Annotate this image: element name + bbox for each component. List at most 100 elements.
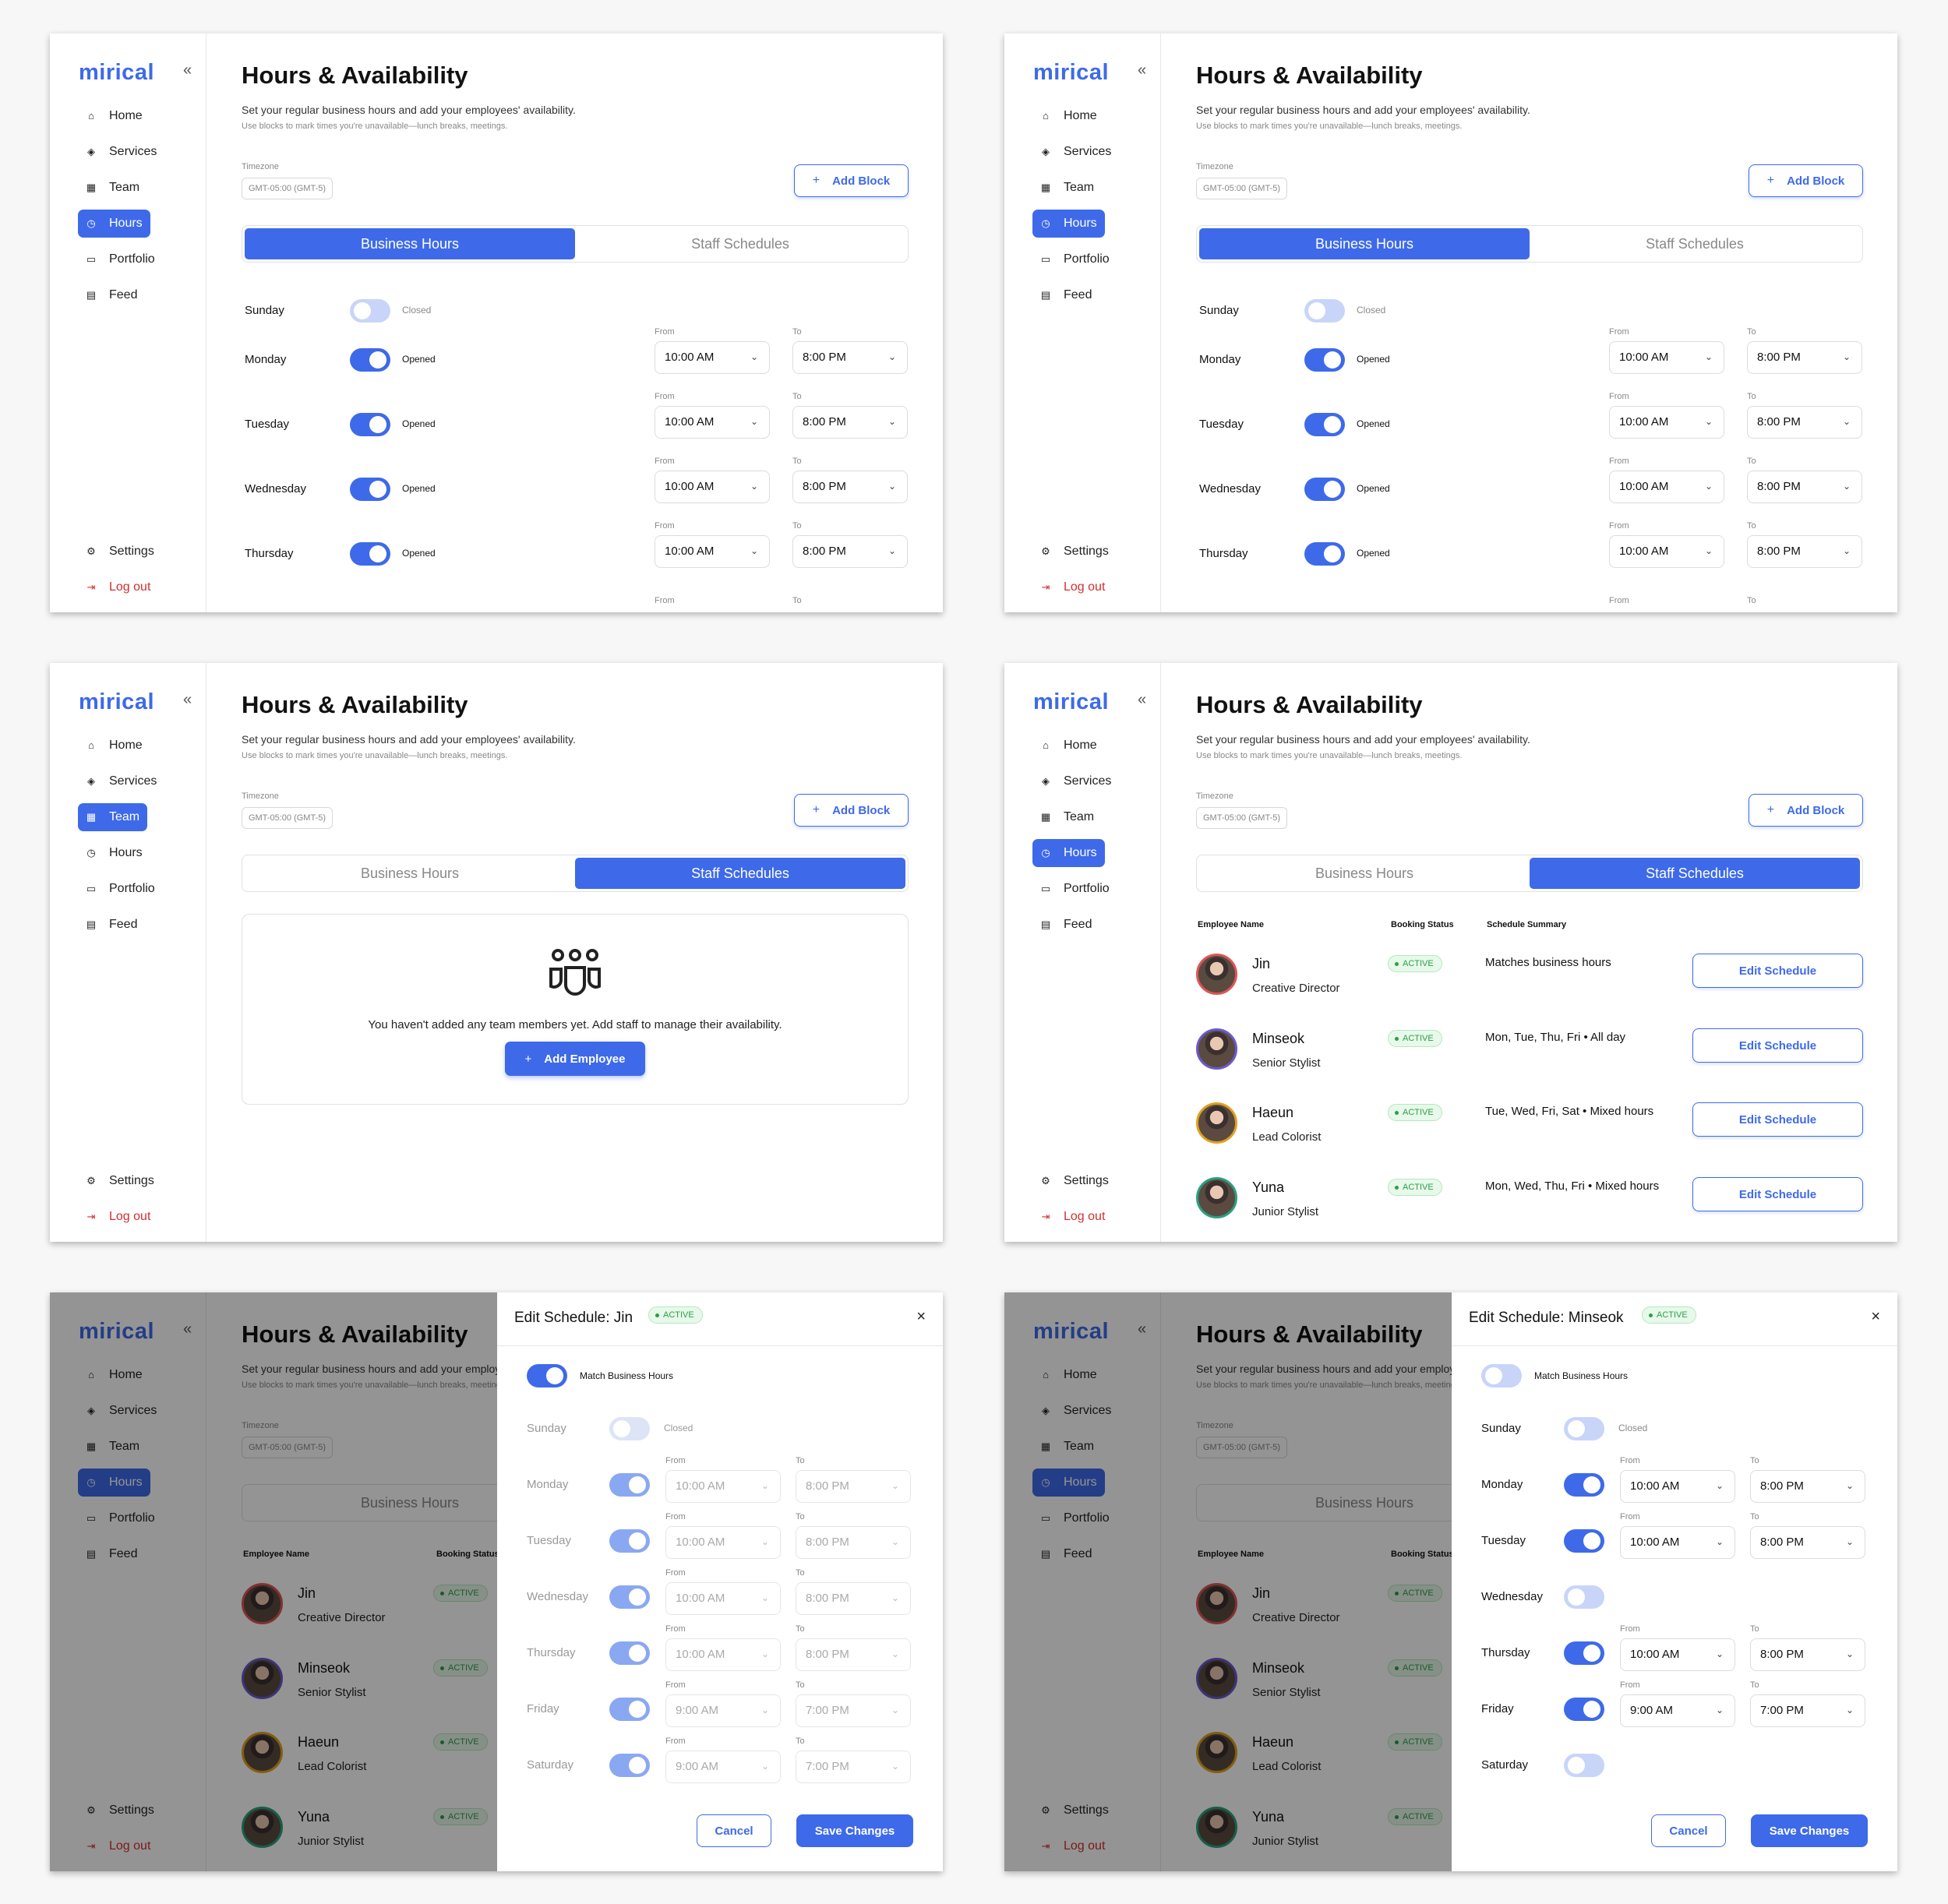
- from-time-select[interactable]: 10:00 AM ⌄: [665, 1526, 781, 1559]
- sidebar-item-logout[interactable]: ⇥ Log out: [78, 1203, 158, 1231]
- tab-staff-schedules[interactable]: Staff Schedules: [575, 858, 905, 889]
- close-icon[interactable]: ×: [1871, 1308, 1880, 1325]
- edit-schedule-button[interactable]: Edit Schedule: [1692, 954, 1863, 988]
- edit-schedule-button[interactable]: Edit Schedule: [1692, 1028, 1863, 1063]
- cancel-button[interactable]: Cancel: [1651, 1814, 1726, 1847]
- sidebar-item-home[interactable]: ⌂ Home: [1032, 732, 1105, 760]
- sidebar-item-hours[interactable]: ◷ Hours: [78, 839, 150, 867]
- to-time-select[interactable]: 7:00 PM ⌄: [796, 1694, 911, 1727]
- save-changes-button[interactable]: Save Changes: [1751, 1814, 1868, 1847]
- tab-business-hours[interactable]: Business Hours: [245, 228, 575, 259]
- sidebar-item-home[interactable]: ⌂ Home: [1032, 1361, 1105, 1389]
- from-time-select[interactable]: 10:00 AM ⌄: [1609, 406, 1724, 439]
- sidebar-item-hours[interactable]: ◷ Hours: [78, 1469, 150, 1497]
- timezone-select[interactable]: GMT-05:00 (GMT-5): [242, 807, 333, 829]
- to-time-select[interactable]: 8:00 PM ⌄: [1750, 1638, 1865, 1671]
- modal-backdrop[interactable]: [1004, 1292, 1452, 1871]
- day-open-toggle[interactable]: [1304, 299, 1345, 323]
- to-time-select[interactable]: 8:00 PM ⌄: [792, 535, 908, 568]
- sidebar-item-team[interactable]: ▦ Team: [78, 803, 148, 831]
- sidebar-item-settings[interactable]: ⚙ Settings: [1032, 1796, 1117, 1825]
- day-open-toggle[interactable]: [1564, 1585, 1604, 1609]
- day-open-toggle[interactable]: [609, 1754, 650, 1777]
- sidebar-item-logout[interactable]: ⇥ Log out: [78, 573, 158, 601]
- day-open-toggle[interactable]: [1564, 1529, 1604, 1553]
- sidebar-item-portfolio[interactable]: ▭ Portfolio: [78, 875, 163, 903]
- day-open-toggle[interactable]: [1304, 348, 1345, 372]
- sidebar-item-hours[interactable]: ◷ Hours: [1032, 1469, 1105, 1497]
- from-time-select[interactable]: 10:00 AM ⌄: [665, 1638, 781, 1671]
- from-time-select[interactable]: 10:00 AM ⌄: [1609, 471, 1724, 503]
- to-time-select[interactable]: 8:00 PM ⌄: [1747, 535, 1862, 568]
- timezone-select[interactable]: GMT-05:00 (GMT-5): [1196, 807, 1288, 829]
- tab-business-hours[interactable]: Business Hours: [1315, 865, 1414, 881]
- to-time-select[interactable]: 8:00 PM ⌄: [792, 406, 908, 439]
- to-time-select[interactable]: 8:00 PM ⌄: [1750, 1470, 1865, 1503]
- from-time-select[interactable]: 9:00 AM ⌄: [665, 1694, 781, 1727]
- tab-staff-schedules[interactable]: Staff Schedules: [691, 235, 789, 252]
- from-time-select[interactable]: 9:00 AM ⌄: [1620, 1694, 1735, 1727]
- day-open-toggle[interactable]: [1564, 1754, 1604, 1777]
- from-time-select[interactable]: 10:00 AM ⌄: [655, 471, 770, 503]
- day-open-toggle[interactable]: [350, 299, 390, 323]
- from-time-select[interactable]: 10:00 AM ⌄: [665, 1470, 781, 1503]
- timezone-select[interactable]: GMT-05:00 (GMT-5): [242, 178, 333, 199]
- day-open-toggle[interactable]: [350, 478, 390, 501]
- day-open-toggle[interactable]: [609, 1641, 650, 1665]
- sidebar-item-services[interactable]: ◈ Services: [1032, 1397, 1119, 1425]
- sidebar-item-services[interactable]: ◈ Services: [78, 767, 164, 795]
- match-business-hours-toggle[interactable]: [1481, 1364, 1522, 1387]
- sidebar-item-portfolio[interactable]: ▭ Portfolio: [1032, 1504, 1117, 1532]
- to-time-select[interactable]: 8:00 PM ⌄: [792, 471, 908, 503]
- day-open-toggle[interactable]: [1564, 1641, 1604, 1665]
- day-open-toggle[interactable]: [1304, 413, 1345, 436]
- sidebar-item-logout[interactable]: ⇥ Log out: [1032, 573, 1113, 601]
- from-time-select[interactable]: 10:00 AM ⌄: [1620, 1638, 1735, 1671]
- sidebar-item-services[interactable]: ◈ Services: [1032, 138, 1119, 166]
- add-employee-button[interactable]: + Add Employee: [505, 1042, 645, 1076]
- cancel-button[interactable]: Cancel: [697, 1814, 771, 1847]
- timezone-select[interactable]: GMT-05:00 (GMT-5): [1196, 178, 1288, 199]
- sidebar-item-settings[interactable]: ⚙ Settings: [78, 1167, 162, 1195]
- sidebar-item-team[interactable]: ▦ Team: [78, 1433, 147, 1461]
- to-time-select[interactable]: 8:00 PM ⌄: [1747, 341, 1862, 374]
- tab-business-hours[interactable]: Business Hours: [1199, 228, 1530, 259]
- collapse-icon[interactable]: «: [1138, 1320, 1147, 1338]
- sidebar-item-home[interactable]: ⌂ Home: [78, 1361, 150, 1389]
- sidebar-item-feed[interactable]: ▤ Feed: [78, 1540, 145, 1568]
- match-business-hours-toggle[interactable]: [527, 1364, 567, 1387]
- collapse-icon[interactable]: «: [1138, 691, 1147, 708]
- modal-backdrop[interactable]: [50, 1292, 497, 1871]
- to-time-select[interactable]: 8:00 PM ⌄: [796, 1470, 911, 1503]
- to-time-select[interactable]: 8:00 PM ⌄: [1747, 471, 1862, 503]
- from-time-select[interactable]: 10:00 AM ⌄: [1620, 1526, 1735, 1559]
- timezone-select[interactable]: GMT-05:00 (GMT-5): [1196, 1437, 1288, 1458]
- to-time-select[interactable]: 8:00 PM ⌄: [792, 341, 908, 374]
- to-time-select[interactable]: 8:00 PM ⌄: [1750, 1526, 1865, 1559]
- collapse-icon[interactable]: «: [183, 1320, 192, 1338]
- collapse-icon[interactable]: «: [183, 62, 192, 79]
- from-time-select[interactable]: 10:00 AM ⌄: [1609, 535, 1724, 568]
- tab-business-hours[interactable]: Business Hours: [360, 865, 460, 881]
- sidebar-item-team[interactable]: ▦ Team: [1032, 1433, 1102, 1461]
- sidebar-item-home[interactable]: ⌂ Home: [78, 732, 150, 760]
- day-open-toggle[interactable]: [1564, 1698, 1604, 1721]
- sidebar-item-feed[interactable]: ▤ Feed: [1032, 1540, 1099, 1568]
- to-time-select[interactable]: 7:00 PM ⌄: [1750, 1694, 1865, 1727]
- sidebar-item-hours[interactable]: ◷ Hours: [1032, 839, 1105, 867]
- from-time-select[interactable]: 10:00 AM ⌄: [1609, 341, 1724, 374]
- day-open-toggle[interactable]: [350, 542, 390, 566]
- from-time-select[interactable]: 10:00 AM ⌄: [1620, 1470, 1735, 1503]
- close-icon[interactable]: ×: [916, 1308, 926, 1325]
- day-open-toggle[interactable]: [609, 1473, 650, 1497]
- from-time-select[interactable]: 9:00 AM ⌄: [665, 1751, 781, 1783]
- to-time-select[interactable]: 8:00 PM ⌄: [796, 1526, 911, 1559]
- day-open-toggle[interactable]: [350, 413, 390, 436]
- sidebar-item-feed[interactable]: ▤ Feed: [1032, 281, 1099, 309]
- sidebar-item-logout[interactable]: ⇥ Log out: [1032, 1832, 1113, 1860]
- day-open-toggle[interactable]: [350, 348, 390, 372]
- sidebar-item-settings[interactable]: ⚙ Settings: [1032, 538, 1117, 566]
- day-open-toggle[interactable]: [609, 1417, 650, 1440]
- edit-schedule-button[interactable]: Edit Schedule: [1692, 1102, 1863, 1137]
- day-open-toggle[interactable]: [1304, 478, 1345, 501]
